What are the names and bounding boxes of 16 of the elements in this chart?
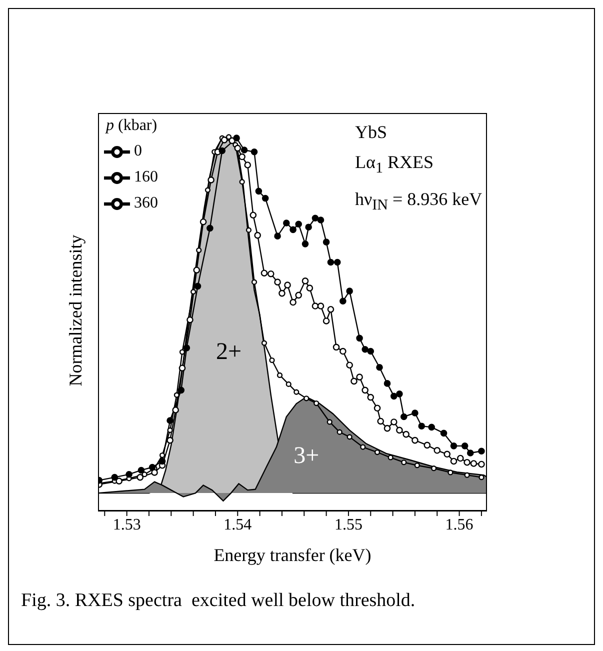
x-tick-label: 1.55 bbox=[334, 516, 362, 534]
legend-label: 360 bbox=[134, 194, 158, 212]
annotation: hν$_{IN}$ = 8.936 keV bbox=[355, 188, 482, 216]
x-tick-label: 1.53 bbox=[112, 516, 141, 534]
annotation: Lα$_{1}$ RXES bbox=[355, 151, 434, 179]
series-label: 2+ bbox=[216, 339, 242, 366]
x-tick-label: 1.56 bbox=[445, 516, 474, 534]
legend-title: p (kbar) bbox=[106, 117, 158, 135]
legend-label: 0 bbox=[134, 142, 142, 160]
series-label: 3+ bbox=[294, 443, 320, 470]
x-axis-title: Energy transfer (keV) bbox=[212, 545, 372, 566]
y-axis-title: Normalized intensity bbox=[66, 234, 86, 388]
caption: Fig. 3. RXES spectra excited well below threshold. bbox=[21, 590, 416, 612]
annotation: YbS bbox=[355, 121, 388, 144]
x-tick-label: 1.54 bbox=[224, 516, 252, 534]
legend-label: 160 bbox=[134, 168, 158, 186]
